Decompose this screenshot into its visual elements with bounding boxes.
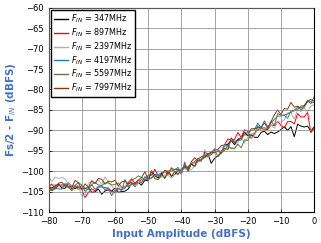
Y-axis label: Fs/2 - F$_{IN}$ (dBFS): Fs/2 - F$_{IN}$ (dBFS) [4, 63, 18, 157]
Legend: $F_{IN}$ = 347MHz, $F_{IN}$ = 897MHz, $F_{IN}$ = 2397MHz, $F_{IN}$ = 4197MHz, $F: $F_{IN}$ = 347MHz, $F_{IN}$ = 897MHz, $F… [51, 10, 135, 97]
X-axis label: Input Amplitude (dBFS): Input Amplitude (dBFS) [112, 229, 251, 239]
